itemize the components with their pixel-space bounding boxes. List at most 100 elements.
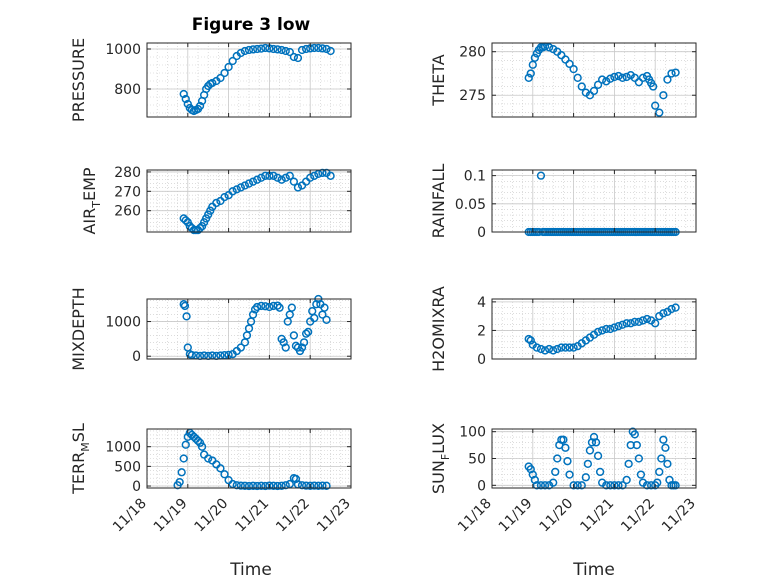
data-point xyxy=(610,72,619,82)
data-point xyxy=(544,43,554,52)
x-axis-label-right: Time xyxy=(572,560,615,580)
data-point xyxy=(285,479,294,489)
data-point xyxy=(224,62,233,72)
data-point xyxy=(248,177,258,186)
data-point xyxy=(634,454,644,463)
x-tick-label: 11/19 xyxy=(151,496,191,536)
panel-rainfall: 0 0.05 0.1 RAINFALL xyxy=(429,164,697,241)
data-point xyxy=(261,302,270,311)
data-point xyxy=(275,303,284,312)
y-axis-label: AIRTEMP xyxy=(80,167,103,234)
y-tick-label: 0 xyxy=(132,349,141,365)
data-point xyxy=(248,481,258,490)
data-point xyxy=(310,481,319,490)
data-point xyxy=(593,451,603,460)
data-point xyxy=(265,302,274,312)
data-point xyxy=(630,430,639,439)
data-point xyxy=(561,443,570,452)
data-point xyxy=(236,481,245,490)
data-point xyxy=(565,470,574,479)
y-tick-label: 280 xyxy=(114,165,141,181)
data-point xyxy=(595,467,605,477)
data-point xyxy=(273,301,282,310)
y-tick-label: 500 xyxy=(114,459,141,475)
data-point xyxy=(261,43,270,53)
figure-title: Figure 3 low xyxy=(192,15,311,35)
x-axis-label-left: Time xyxy=(229,560,272,580)
data-point xyxy=(177,468,186,477)
data-point xyxy=(602,481,611,490)
y-tick-label: 1000 xyxy=(105,440,141,456)
data-point xyxy=(281,343,290,352)
data-point xyxy=(671,481,680,490)
data-point xyxy=(614,321,623,331)
data-point xyxy=(216,464,225,473)
data-point xyxy=(634,78,644,87)
data-point xyxy=(253,44,262,54)
data-point xyxy=(532,343,542,352)
data-point xyxy=(326,46,335,56)
data-point xyxy=(269,171,278,180)
data-point xyxy=(279,338,288,347)
panel-pressure: 800 1000 PRESSURE xyxy=(69,38,352,122)
y-tick-label: 0.1 xyxy=(464,169,486,185)
y-tick-label: 1000 xyxy=(105,315,141,331)
data-point xyxy=(322,315,331,324)
data-point xyxy=(244,179,254,188)
data-point xyxy=(630,73,639,82)
x-tick-label: 11/18 xyxy=(455,496,495,536)
data-point xyxy=(557,51,566,60)
data-point xyxy=(671,68,680,77)
data-point xyxy=(285,47,294,57)
data-point xyxy=(204,454,213,463)
data-point xyxy=(257,481,266,490)
data-point xyxy=(565,343,574,352)
data-point xyxy=(228,479,237,489)
data-point xyxy=(289,52,299,62)
data-point xyxy=(248,45,258,54)
data-point xyxy=(318,44,327,53)
panel-air_temp: 260 270 280 AIRTEMP xyxy=(80,165,352,235)
data-point xyxy=(310,171,319,180)
data-point xyxy=(175,477,184,487)
data-point xyxy=(530,53,539,62)
data-point xyxy=(253,175,262,184)
data-point xyxy=(240,338,250,347)
data-point xyxy=(642,314,652,324)
data-point xyxy=(524,73,533,82)
data-point xyxy=(293,53,303,63)
x-tick-label: 11/20 xyxy=(192,496,232,536)
data-point xyxy=(659,309,668,318)
data-point xyxy=(220,470,229,479)
axes-box xyxy=(146,428,352,489)
panel-h2omixra: 0 2 4 H2OMIXRA xyxy=(429,286,697,372)
data-point xyxy=(573,481,582,490)
data-point xyxy=(622,319,631,328)
axes-box xyxy=(491,298,697,360)
data-point xyxy=(598,75,607,84)
data-point xyxy=(193,436,203,445)
data-point xyxy=(536,481,546,490)
data-point xyxy=(228,187,237,196)
y-axis-label: TERRMSL xyxy=(69,423,92,495)
data-point xyxy=(549,346,558,355)
data-point xyxy=(642,481,652,490)
y-tick-label: 0 xyxy=(132,479,141,495)
data-point xyxy=(197,442,207,451)
data-point xyxy=(301,177,311,186)
y-tick-label: 4 xyxy=(477,295,486,311)
y-tick-label: 2 xyxy=(477,323,486,339)
data-point xyxy=(626,319,635,328)
data-point xyxy=(593,327,603,337)
y-tick-label: 1000 xyxy=(105,42,141,58)
data-point xyxy=(253,302,262,312)
x-tick-label: 11/23 xyxy=(659,496,699,536)
data-point xyxy=(622,475,631,485)
data-point xyxy=(553,454,562,463)
data-point xyxy=(638,316,648,325)
data-point xyxy=(293,183,303,192)
data-point xyxy=(581,473,590,482)
data-point xyxy=(257,173,266,182)
axes-box xyxy=(491,42,697,118)
data-point xyxy=(622,72,631,82)
